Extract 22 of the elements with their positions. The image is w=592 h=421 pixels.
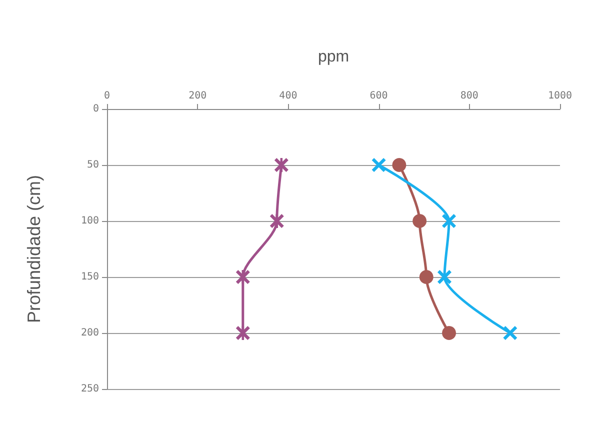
point bbox=[437, 270, 452, 284]
y-tick-label: 50 bbox=[86, 160, 99, 170]
point bbox=[442, 326, 456, 340]
x-axis-title: ppm bbox=[318, 48, 350, 66]
x-tick-label: 600 bbox=[370, 90, 388, 102]
point bbox=[419, 270, 434, 284]
y-tick-label: 0 bbox=[92, 104, 99, 114]
y-tick-label: 250 bbox=[80, 384, 99, 394]
x-tick-label: 0 bbox=[104, 90, 110, 102]
y-tick-label: 150 bbox=[80, 272, 99, 282]
point bbox=[442, 214, 456, 228]
x-tick-label: 1000 bbox=[548, 90, 572, 102]
point bbox=[392, 158, 406, 172]
x-tick-label: 800 bbox=[460, 90, 478, 102]
x-tick-label: 400 bbox=[279, 90, 298, 102]
y-tick-label: 100 bbox=[80, 216, 99, 226]
point bbox=[372, 158, 386, 172]
point bbox=[503, 326, 518, 340]
point bbox=[412, 214, 427, 228]
y-axis-title: Profundidade (cm) bbox=[24, 174, 44, 324]
y-tick-label: 200 bbox=[80, 328, 99, 338]
x-tick-label: 200 bbox=[188, 90, 207, 102]
